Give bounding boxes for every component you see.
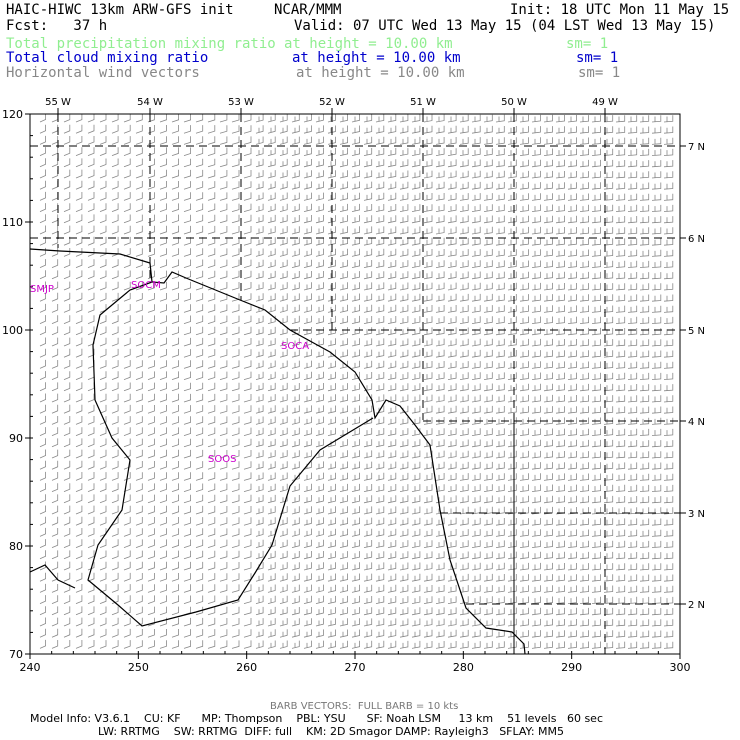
y-tick-label: 120 (2, 108, 23, 121)
coastline-segment (29, 564, 76, 589)
coastline-segment (29, 248, 526, 655)
lat-label: 7 N (688, 142, 705, 153)
field-3-smoothing: sm= 1 (578, 65, 621, 81)
model-info-line2: LW: RRTMG SW: RRTMG DIFF: full KM: 2D Sm… (98, 725, 564, 738)
coastline (29, 248, 526, 655)
lon-label: 52 W (319, 97, 345, 108)
field-3-height: at height = 10.00 km (296, 65, 465, 81)
y-tick-label: 90 (9, 432, 23, 445)
field-2-name: Total cloud mixing ratio (6, 50, 209, 66)
map-panel: 240 250 260 270 280 290 300 70 80 90 100 110 120 55 W… (2, 97, 705, 674)
lon-label: 49 W (592, 97, 618, 108)
field-2-smoothing: sm= 1 (576, 50, 619, 66)
lon-label: 50 W (501, 97, 527, 108)
lon-label: 54 W (137, 97, 163, 108)
lat-label: 5 N (688, 326, 705, 337)
lon-label: 51 W (410, 97, 436, 108)
lat-label: 3 N (688, 509, 705, 520)
coastline-segment (87, 281, 374, 627)
field-2-height: at height = 10.00 km (292, 50, 461, 66)
station-label-smjp: SMJP (30, 284, 54, 295)
x-tick-label: 300 (670, 661, 691, 674)
station-labels: SMJP SOCM SOCA SOOS (30, 280, 309, 465)
station-label-soca: SOCA (281, 341, 309, 352)
station-label-soos: SOOS (208, 454, 236, 465)
wind-barb-field (39, 113, 674, 649)
lat-label: 2 N (688, 600, 705, 611)
lon-label: 53 W (228, 97, 254, 108)
y-tick-label: 110 (2, 216, 23, 229)
x-tick-label: 240 (20, 661, 41, 674)
lat-label: 4 N (688, 417, 705, 428)
axes: 240 250 260 270 280 290 300 70 80 90 100 110 120 55 W… (2, 97, 705, 674)
y-tick-label: 70 (9, 648, 23, 661)
x-tick-label: 250 (128, 661, 149, 674)
valid-time: Valid: 07 UTC Wed 13 May 15 (04 LST Wed … (294, 18, 716, 34)
x-tick-label: 270 (345, 661, 366, 674)
y-tick-label: 80 (9, 540, 23, 553)
x-tick-label: 280 (453, 661, 474, 674)
barb-vectors-note: BARB VECTORS: FULL BARB = 10 kts (270, 701, 459, 712)
init-time: Init: 18 UTC Mon 11 May 15 (510, 2, 730, 18)
organization-label: NCAR/MMM (274, 2, 342, 18)
x-tick-label: 260 (236, 661, 257, 674)
model-info-line1: Model Info: V3.6.1 CU: KF MP: Thompson P… (30, 712, 603, 725)
y-tick-label: 100 (2, 324, 23, 337)
forecast-hour: Fcst: 37 h (6, 18, 108, 34)
lat-lon-grid (30, 114, 680, 654)
x-tick-label: 290 (561, 661, 582, 674)
field-1-smoothing: sm= 1 (566, 36, 609, 52)
plot-title: HAIC-HIWC 13km ARW-GFS init (6, 2, 234, 18)
lon-label: 55 W (45, 97, 71, 108)
field-3-name: Horizontal wind vectors (6, 65, 200, 81)
field-1-name: Total precipitation mixing ratio (6, 36, 276, 52)
field-1-height: at height = 10.00 km (284, 36, 453, 52)
lat-label: 6 N (688, 234, 705, 245)
station-label-socm: SOCM (131, 280, 161, 291)
